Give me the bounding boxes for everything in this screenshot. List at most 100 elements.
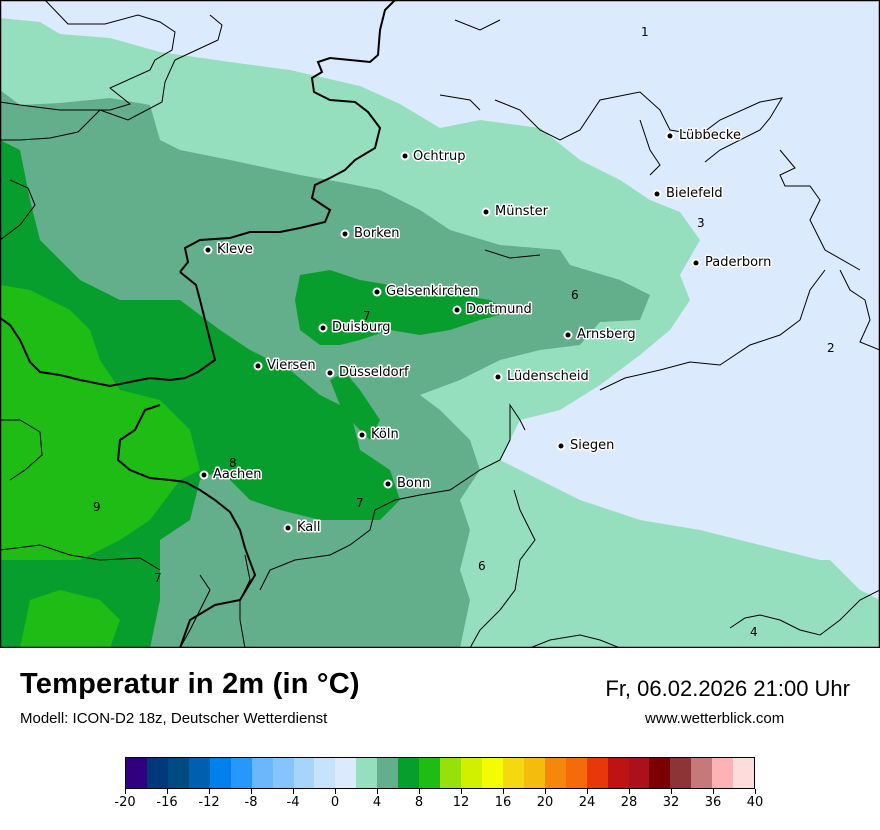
colorbar-tick-label: 36 [704, 795, 722, 810]
svg-text:Ochtrup: Ochtrup [413, 149, 466, 164]
colorbar-swatch [188, 758, 210, 788]
colorbar-tick [251, 789, 252, 794]
city-kleve: Kleve [203, 241, 254, 259]
national-border [0, 0, 396, 648]
temp-zone-8-10 [0, 285, 200, 560]
colorbar-tick-label: 24 [578, 795, 596, 810]
city-bonn: Bonn [383, 475, 432, 493]
city-gelsenkirchen: Gelsenkirchen [372, 283, 480, 301]
city-koeln: Köln [357, 426, 400, 444]
colorbar-tick [461, 789, 462, 794]
website-link[interactable]: www.wetterblick.com [645, 710, 785, 727]
colorbar-swatch [146, 758, 168, 788]
colorbar-swatch [314, 758, 336, 788]
svg-text:Dortmund: Dortmund [466, 302, 532, 317]
contour-label: 7 [154, 571, 162, 585]
colorbar-swatch [419, 758, 441, 788]
colorbar-swatch [628, 758, 650, 788]
contour-label: 6 [571, 288, 579, 302]
contour-label: 1 [641, 25, 649, 39]
colorbar-swatch [209, 758, 231, 788]
svg-text:Kleve: Kleve [217, 242, 253, 257]
contour-label: 7 [356, 496, 364, 510]
colorbar-swatch [481, 758, 503, 788]
colorbar-tick-label: -8 [244, 795, 258, 810]
city-siegen: Siegen [556, 437, 616, 455]
city-luedenscheid: Lüdenscheid [493, 368, 590, 386]
colorbar-swatch [230, 758, 252, 788]
colorbar-tick [587, 789, 588, 794]
city-luebbecke: Lübbecke [665, 127, 742, 145]
temperature-map: 1 3 2 6 7 8 9 7 6 7 4 Ochtrup Lübbecke B… [0, 0, 880, 648]
temperature-colorbar [125, 757, 755, 789]
colorbar-ticks: -20 -16 -12 -8 -4 0 4 8 12 16 20 24 28 32 36 40 [114, 789, 763, 819]
model-subtitle: Modell: ICON-D2 18z, Deutscher Wetterdie… [20, 710, 328, 727]
colorbar-swatch [461, 758, 482, 788]
colorbar-tick-label: 12 [452, 795, 470, 810]
colorbar-tick-label: 8 [414, 795, 424, 810]
svg-text:Düsseldorf: Düsseldorf [339, 365, 409, 380]
colorbar-swatch [670, 758, 692, 788]
city-duesseldorf: Düsseldorf [325, 364, 410, 382]
colorbar-tick-label: -16 [156, 795, 178, 810]
colorbar-swatch [733, 758, 755, 788]
contour-label: 6 [478, 559, 486, 573]
colorbar-tick [545, 789, 546, 794]
colorbar-swatch [649, 758, 671, 788]
city-kall: Kall [283, 519, 322, 537]
colorbar-swatch [251, 758, 273, 788]
colorbar-swatch [502, 758, 524, 788]
svg-text:Paderborn: Paderborn [705, 255, 771, 270]
colorbar-swatch [398, 758, 420, 788]
contour-labels: 1 3 2 6 7 8 9 7 6 7 4 [93, 25, 835, 639]
city-dortmund: Dortmund [452, 301, 533, 319]
colorbar-swatch [544, 758, 566, 788]
colorbar-swatch [586, 758, 608, 788]
svg-text:Münster: Münster [495, 204, 549, 219]
colorbar-tick-label: -12 [198, 795, 220, 810]
colorbar-swatch [607, 758, 629, 788]
colorbar-swatch [335, 758, 357, 788]
colorbar-swatch [440, 758, 461, 788]
colorbar-tick [167, 789, 168, 794]
city-paderborn: Paderborn [691, 254, 773, 272]
colorbar-swatch [712, 758, 734, 788]
colorbar-tick-label: 16 [494, 795, 512, 810]
svg-text:Viersen: Viersen [267, 358, 316, 373]
colorbar-swatch [691, 758, 713, 788]
colorbar-swatch [272, 758, 294, 788]
colorbar-tick [419, 789, 420, 794]
colorbar-swatch [565, 758, 587, 788]
chart-title: Temperatur in 2m (in °C) [20, 668, 360, 700]
city-ochtrup: Ochtrup [400, 148, 467, 166]
svg-text:Aachen: Aachen [213, 467, 261, 482]
forecast-datetime: Fr, 06.02.2026 21:00 Uhr [605, 676, 850, 701]
colorbar-tick-label: 40 [746, 795, 764, 810]
colorbar-tick [671, 789, 672, 794]
city-muenster: Münster [481, 203, 550, 221]
contour-label: 2 [827, 341, 835, 355]
city-duisburg: Duisburg [318, 319, 392, 337]
colorbar-tick-label: 4 [372, 795, 382, 810]
svg-text:Köln: Köln [371, 427, 399, 442]
colorbar-swatch [523, 758, 545, 788]
colorbar-tick [503, 789, 504, 794]
colorbar-swatch [167, 758, 189, 788]
contour-label: 3 [697, 216, 705, 230]
city-markers: Ochtrup Lübbecke Bielefeld Münster Borke… [199, 127, 773, 537]
contour-label: 4 [750, 625, 758, 639]
colorbar-tick [209, 789, 210, 794]
contour-label: 7 [363, 309, 371, 323]
colorbar-tick-label: 28 [620, 795, 638, 810]
colorbar-tick [293, 789, 294, 794]
colorbar-swatch [356, 758, 378, 788]
colorbar-tick-label: -20 [114, 795, 136, 810]
svg-text:Lübbecke: Lübbecke [679, 128, 741, 143]
colorbar-tick-label: -4 [286, 795, 300, 810]
svg-text:Gelsenkirchen: Gelsenkirchen [386, 284, 479, 299]
colorbar-tick [377, 789, 378, 794]
city-bielefeld: Bielefeld [652, 185, 724, 203]
colorbar-tick-label: 20 [536, 795, 554, 810]
svg-text:Bonn: Bonn [397, 476, 430, 491]
city-viersen: Viersen [253, 357, 317, 375]
